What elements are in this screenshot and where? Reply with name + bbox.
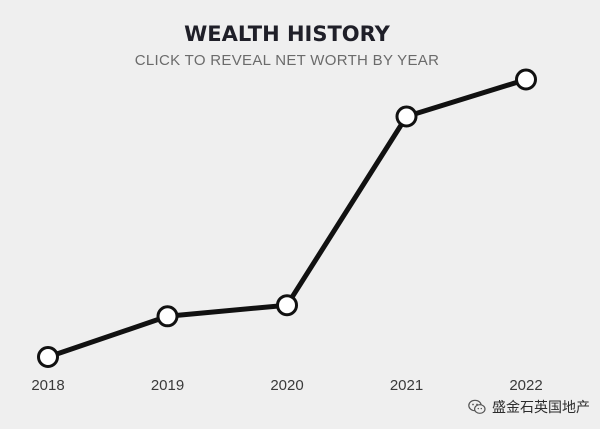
chart-subtitle: CLICK TO REVEAL NET WORTH BY YEAR — [134, 52, 440, 69]
data-point-2021[interactable] — [395, 105, 418, 128]
data-point-2019[interactable] — [156, 305, 179, 328]
data-point-2018[interactable] — [37, 346, 59, 368]
wechat-icon — [468, 399, 486, 414]
x-axis-ticks: 2018 2019 2020 2021 2022 — [31, 377, 542, 394]
data-point-2022[interactable] — [515, 68, 537, 91]
x-tick-label: 2018 — [31, 377, 64, 394]
x-tick-label: 2022 — [509, 377, 542, 394]
data-point-2020[interactable] — [276, 294, 298, 317]
points-layer — [37, 68, 537, 368]
watermark: 盛金石英国地产 — [468, 397, 590, 417]
watermark-text: 盛金石英国地产 — [492, 400, 590, 416]
x-tick-label: 2019 — [151, 377, 184, 394]
x-tick-label: 2021 — [390, 377, 423, 394]
chart-title: WEALTH HISTORY — [184, 22, 390, 46]
x-tick-label: 2020 — [270, 377, 303, 394]
